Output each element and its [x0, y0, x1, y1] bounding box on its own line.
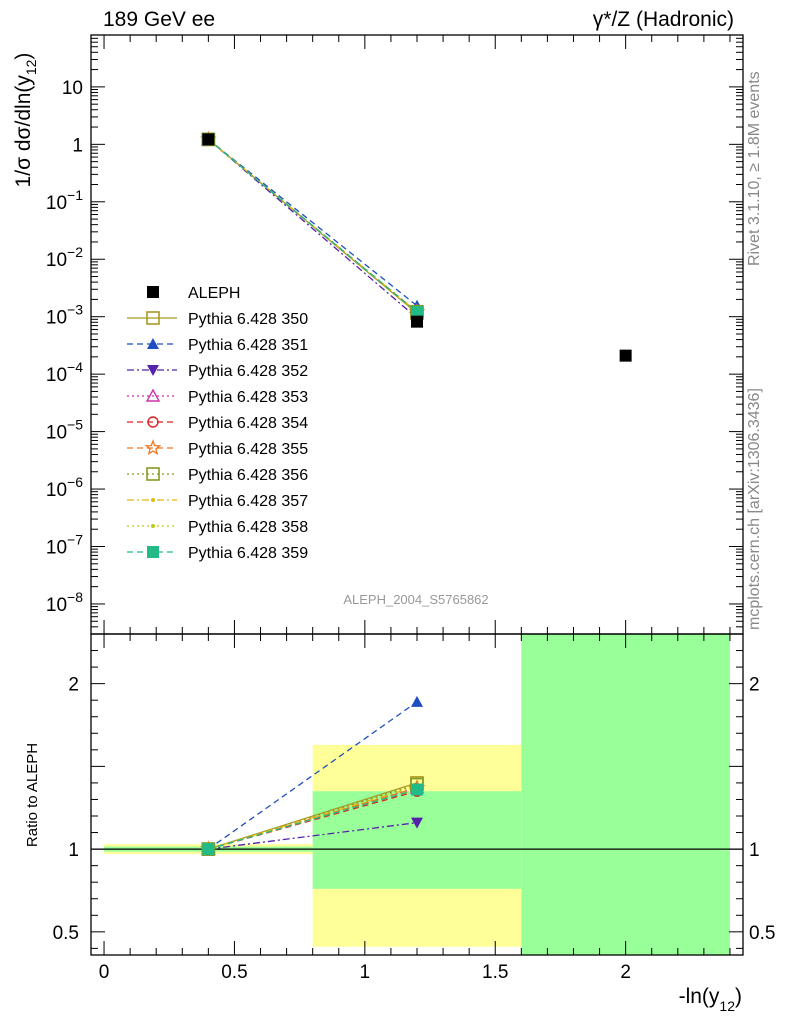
ratio-line-5: [208, 787, 418, 850]
ratio-line-2: [208, 821, 418, 850]
ratio-marker-9: [202, 843, 215, 856]
collision-label: 189 GeV ee: [103, 8, 216, 31]
legend-label-3: Pythia 6.428 353: [188, 389, 308, 406]
process-label: γ*/Z (Hadronic): [592, 8, 734, 31]
svg-text:1/σ dσ/dln(y12): 1/σ dσ/dln(y12): [12, 53, 39, 188]
ratio-plot-mc-lines: [207, 701, 418, 850]
mc-line-1: [207, 138, 418, 307]
ratio-marker-9: [411, 783, 423, 796]
legend-label-2: Pythia 6.428 352: [188, 363, 308, 380]
legend-label-8: Pythia 6.428 358: [188, 519, 308, 536]
legend-label-1: Pythia 6.428 351: [188, 337, 308, 354]
ratio-line-9: [208, 788, 418, 850]
ratio-plot-markers: [199, 695, 426, 857]
ratio-line-1: [207, 701, 418, 850]
watermark-label: ALEPH_2004_S5765862: [343, 592, 488, 607]
mc-line-2: [207, 138, 418, 319]
data-point: [411, 315, 423, 328]
svg-text:-ln(y12): -ln(y12): [679, 985, 742, 1014]
legend-marker-9: [147, 546, 159, 558]
data-point: [202, 133, 215, 146]
ratio-y-tick-label: 1: [68, 840, 79, 861]
ratio-marker-2: [411, 817, 423, 829]
main-y-axis-label: 1/σ dσ/dln(y12): [12, 53, 39, 188]
x-tick-label: 0.5: [221, 962, 247, 983]
ratio-y-tick-label-right: 2: [749, 675, 760, 696]
x-axis-label: -ln(y12): [679, 985, 742, 1014]
x-tick-label: 2: [620, 962, 631, 983]
legend-label-7: Pythia 6.428 357: [188, 493, 308, 510]
main-plot-markers: [200, 130, 632, 362]
legend-marker-1: [147, 338, 159, 349]
ratio-y-tick-label: 2: [68, 675, 79, 696]
main-y-tick-label: 10−3: [46, 302, 83, 329]
legend-marker-0: [146, 311, 160, 325]
legend-label-9: Pythia 6.428 359: [188, 545, 308, 562]
legend-label-0: Pythia 6.428 350: [188, 311, 308, 328]
legend-marker-7: [151, 498, 155, 502]
main-y-tick-label: 10−4: [46, 359, 83, 386]
main-plot-mc-lines: [207, 138, 418, 319]
data-point: [619, 349, 632, 362]
legend-marker-4: [147, 416, 159, 428]
mc-line-9: [207, 138, 418, 313]
legend: ALEPH Pythia 6.428 350 Pythia 6.428 351 Pyt…: [127, 285, 308, 562]
main-y-tick-label: 10−5: [46, 417, 83, 444]
main-plot-axis-ticks: 10 1 10−1 10−2 10−3 10−4 10−5 10−6 10−7 10−8: [46, 34, 743, 635]
main-y-tick-label: 10−6: [46, 474, 83, 501]
legend-marker-8: [151, 524, 155, 528]
legend-marker-2: [147, 365, 159, 376]
main-y-tick-label: 10−2: [46, 244, 83, 271]
green-band-2: [521, 634, 730, 955]
legend-label-4: Pythia 6.428 354: [188, 415, 308, 432]
ratio-y-tick-label-right: 0.5: [749, 923, 775, 944]
main-y-tick-label: 10−1: [46, 187, 83, 214]
mc-marker-9: [411, 306, 423, 319]
legend-label-6: Pythia 6.428 356: [188, 467, 308, 484]
legend-label-5: Pythia 6.428 355: [188, 441, 308, 458]
ratio-y-axis-label: Ratio to ALEPH: [24, 743, 41, 847]
x-tick-label: 1.5: [482, 962, 508, 983]
ratio-marker-1: [411, 695, 423, 707]
legend-marker-6: [146, 467, 160, 481]
ratio-y-tick-label-right: 1: [749, 840, 760, 861]
legend-marker-data: [147, 286, 159, 298]
legend-label-data: ALEPH: [188, 285, 240, 302]
main-y-tick-label: 10−7: [46, 532, 83, 559]
ratio-line-4: [208, 790, 418, 850]
main-y-tick-label: 1: [72, 135, 83, 156]
ratio-y-tick-label: 0.5: [53, 923, 79, 944]
main-y-tick-label: 10: [62, 78, 83, 99]
ratio-plot-axis-ticks: 0 0.5 1 1.5 2 0.5 0.5 1 1 2 2: [53, 633, 775, 983]
x-tick-label: 1: [360, 962, 371, 983]
main-y-tick-label: 10−8: [46, 589, 83, 616]
legend-marker-3: [145, 388, 161, 402]
x-tick-label: 0: [99, 962, 110, 983]
legend-marker-5: [144, 439, 162, 456]
